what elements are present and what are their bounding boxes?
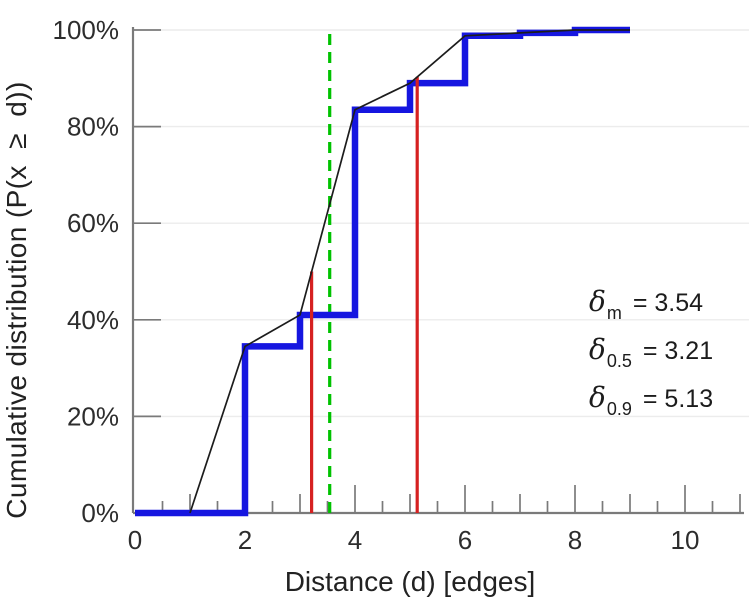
y-tick-label: 60% <box>67 208 119 238</box>
delta-value: = 3.21 <box>642 337 714 365</box>
delta-annotations: δm = 3.54 δ0.5 = 3.21 δ0.9 = 5.13 <box>589 280 749 424</box>
delta-value: = 3.54 <box>632 289 704 317</box>
annotation-delta-09: δ0.9 = 5.13 <box>589 376 749 424</box>
delta-symbol: δ <box>589 333 606 366</box>
x-tick-label: 6 <box>458 525 472 555</box>
delta-symbol: δ <box>589 285 606 318</box>
x-tick-label: 4 <box>348 525 362 555</box>
x-tick-label: 8 <box>568 525 582 555</box>
y-tick-label: 20% <box>67 401 119 431</box>
delta-symbol: δ <box>589 381 606 414</box>
cdf-step-line <box>135 26 630 517</box>
annotation-delta-05: δ0.5 = 3.21 <box>589 328 749 376</box>
annotation-delta-m: δm = 3.54 <box>589 280 749 328</box>
y-tick-label: 80% <box>67 112 119 142</box>
delta-subscript: 0.9 <box>606 399 632 419</box>
y-tick-label: 0% <box>81 498 119 528</box>
x-tick-label: 0 <box>128 525 142 555</box>
y-axis-title: Cumulative distribution (P(x ≥ d)) <box>1 81 32 519</box>
x-tick-label: 2 <box>238 525 252 555</box>
delta-value: = 5.13 <box>642 385 714 413</box>
interpolation-line <box>189 29 630 514</box>
x-axis-title: Distance (d) [edges] <box>284 566 536 597</box>
y-tick-label: 40% <box>67 305 119 335</box>
x-tick-label: 10 <box>671 525 700 555</box>
delta-subscript: 0.5 <box>606 351 632 371</box>
delta-subscript: m <box>606 303 622 323</box>
y-tick-label: 100% <box>53 15 120 45</box>
